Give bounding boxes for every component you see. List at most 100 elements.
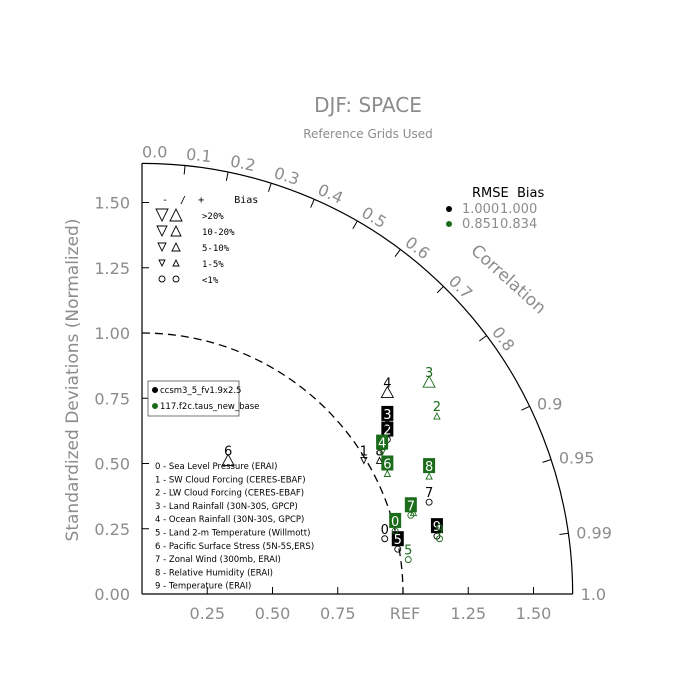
- point-label-box: [389, 512, 402, 528]
- corr-tick-mark: [183, 165, 186, 175]
- ticks-group: 0.000.250.500.751.001.251.500.25 0.50 0.75…: [94, 142, 612, 623]
- bias-legend-row: <1%: [158, 275, 219, 286]
- point-label-box: [423, 458, 436, 474]
- variable-list-item: 9 - Temperature (ERAI): [155, 582, 251, 592]
- points-group: 01234567890123456789: [221, 366, 444, 564]
- rmse-header: RMSE Bias: [472, 186, 544, 201]
- data-point-1-5: 5: [404, 544, 412, 564]
- case-dot-icon: [152, 403, 158, 409]
- data-point-0-0: 0: [381, 523, 389, 543]
- bias-up-triangle-icon: [171, 241, 181, 252]
- bias-down-triangle-icon: [156, 225, 168, 238]
- point-label: 3: [425, 366, 433, 381]
- bias-legend-row: 1-5%: [158, 258, 224, 270]
- bias-down-triangle-icon: [157, 242, 167, 253]
- point-label-box: [376, 434, 389, 450]
- point-label: 9: [435, 523, 443, 538]
- case-legend-label: 117.f2c.taus_new_base: [160, 402, 259, 412]
- y-axis-label: Standardized Deviations (Normalized): [63, 219, 83, 542]
- x-tick-label: 1.25: [450, 604, 486, 623]
- point-marker: [425, 498, 433, 506]
- point-label: 6: [383, 458, 391, 473]
- outer-arc: [141, 162, 574, 595]
- point-label: 7: [425, 486, 433, 501]
- rmse-value: 1.000: [462, 202, 499, 217]
- data-point-0-3: 3: [381, 405, 394, 428]
- corr-tick-label: 0.95: [559, 449, 595, 468]
- bias-legend-label: 10-20%: [202, 228, 235, 238]
- case-legend-label: ccsm3_5_fv1.9x2.5: [160, 386, 241, 396]
- corr-tick-label: 0.0: [142, 142, 167, 161]
- variable-list-item: 3 - Land Rainfall (30N-30S, GPCP): [155, 502, 298, 512]
- variable-list-item: 2 - LW Cloud Forcing (CERES-EBAF): [155, 489, 304, 499]
- point-label: 2: [433, 400, 441, 415]
- case-legend-row: 117.f2c.taus_new_base: [152, 402, 259, 412]
- bias-legend-row: >20%: [155, 207, 224, 223]
- case-legend-rows: ccsm3_5_fv1.9x2.5 117.f2c.taus_new_base: [152, 386, 259, 412]
- corr-tick-label: 0.9: [537, 395, 562, 414]
- data-point-1-0: 0: [389, 512, 402, 535]
- point-label: 4: [383, 377, 391, 392]
- bias-circle-icon: [158, 275, 166, 283]
- corr-tick-mark: [436, 286, 444, 294]
- bias-legend-header: - / + Bias: [162, 195, 258, 206]
- bias-legend-row: 5-10%: [157, 241, 230, 254]
- bias-legend-label: 5-10%: [202, 244, 230, 254]
- case-legend: ccsm3_5_fv1.9x2.5 117.f2c.taus_new_base: [147, 380, 259, 417]
- case-legend-box: [147, 380, 240, 417]
- variable-list-item: 7 - Zonal Wind (300mb, ERAI): [155, 555, 281, 565]
- rmse-row: 1.000 1.000: [446, 202, 537, 217]
- reference-arc: [141, 332, 404, 595]
- corr-tick-mark: [559, 532, 569, 536]
- corr-tick-label: 0.99: [576, 523, 612, 542]
- chart-subtitle: Reference Grids Used: [303, 127, 433, 141]
- point-marker: [404, 556, 412, 564]
- data-point-1-3: 3: [422, 366, 436, 388]
- data-point-1-6: 6: [381, 455, 394, 477]
- axes-group: [141, 162, 574, 595]
- point-label-box: [404, 497, 417, 513]
- corr-tick-mark: [310, 199, 315, 208]
- rmse-dot-icon: [446, 221, 452, 227]
- y-tick-label: 0.00: [94, 585, 130, 604]
- point-label: 8: [375, 444, 383, 459]
- point-marker: [381, 535, 389, 543]
- corr-tick-mark: [521, 405, 530, 411]
- point-marker: [433, 412, 441, 420]
- variable-list-item: 4 - Ocean Rainfall (30N-30S, GPCP): [155, 515, 304, 525]
- corr-tick-label: 0.1: [185, 145, 212, 166]
- data-point-0-6: 6: [221, 444, 235, 466]
- bias-down-triangle-icon: [155, 208, 169, 223]
- x-tick-label: 0.75: [320, 604, 356, 623]
- chart-title: DJF: SPACE: [314, 93, 422, 117]
- point-label: 5: [394, 533, 402, 548]
- bias-legend: - / + Bias >20% 10-20% 5-10% 1-5% <1%: [155, 195, 258, 286]
- data-point-1-7: 7: [404, 497, 417, 519]
- data-point-0-8: 8: [375, 444, 384, 464]
- point-label: 9: [433, 520, 441, 535]
- corr-tick-label: 0.2: [229, 151, 258, 175]
- point-label-box: [430, 518, 443, 534]
- bias-value: 1.000: [500, 202, 537, 217]
- bias-legend-label: >20%: [202, 212, 224, 222]
- data-point-0-7: 7: [425, 486, 433, 506]
- x-tick-label: 0.25: [189, 604, 225, 623]
- point-marker: [422, 375, 436, 388]
- data-point-1-2: 2: [433, 400, 441, 420]
- correlation-label: Correlation: [467, 241, 550, 319]
- point-label: 2: [383, 424, 391, 439]
- x-tick-label: 0.50: [255, 604, 291, 623]
- y-tick-label: 0.75: [94, 389, 130, 408]
- case-legend-row: ccsm3_5_fv1.9x2.5: [152, 386, 241, 396]
- bias-value: 0.834: [500, 217, 537, 232]
- point-marker: [380, 385, 395, 399]
- corr-tick-label: 0.4: [315, 180, 346, 208]
- bias-up-triangle-icon: [172, 258, 180, 267]
- corr-tick-mark: [268, 183, 272, 192]
- corr-tick-label: 0.5: [358, 203, 390, 232]
- rmse-row: 0.851 0.834: [446, 217, 537, 232]
- point-label: 0: [391, 515, 399, 530]
